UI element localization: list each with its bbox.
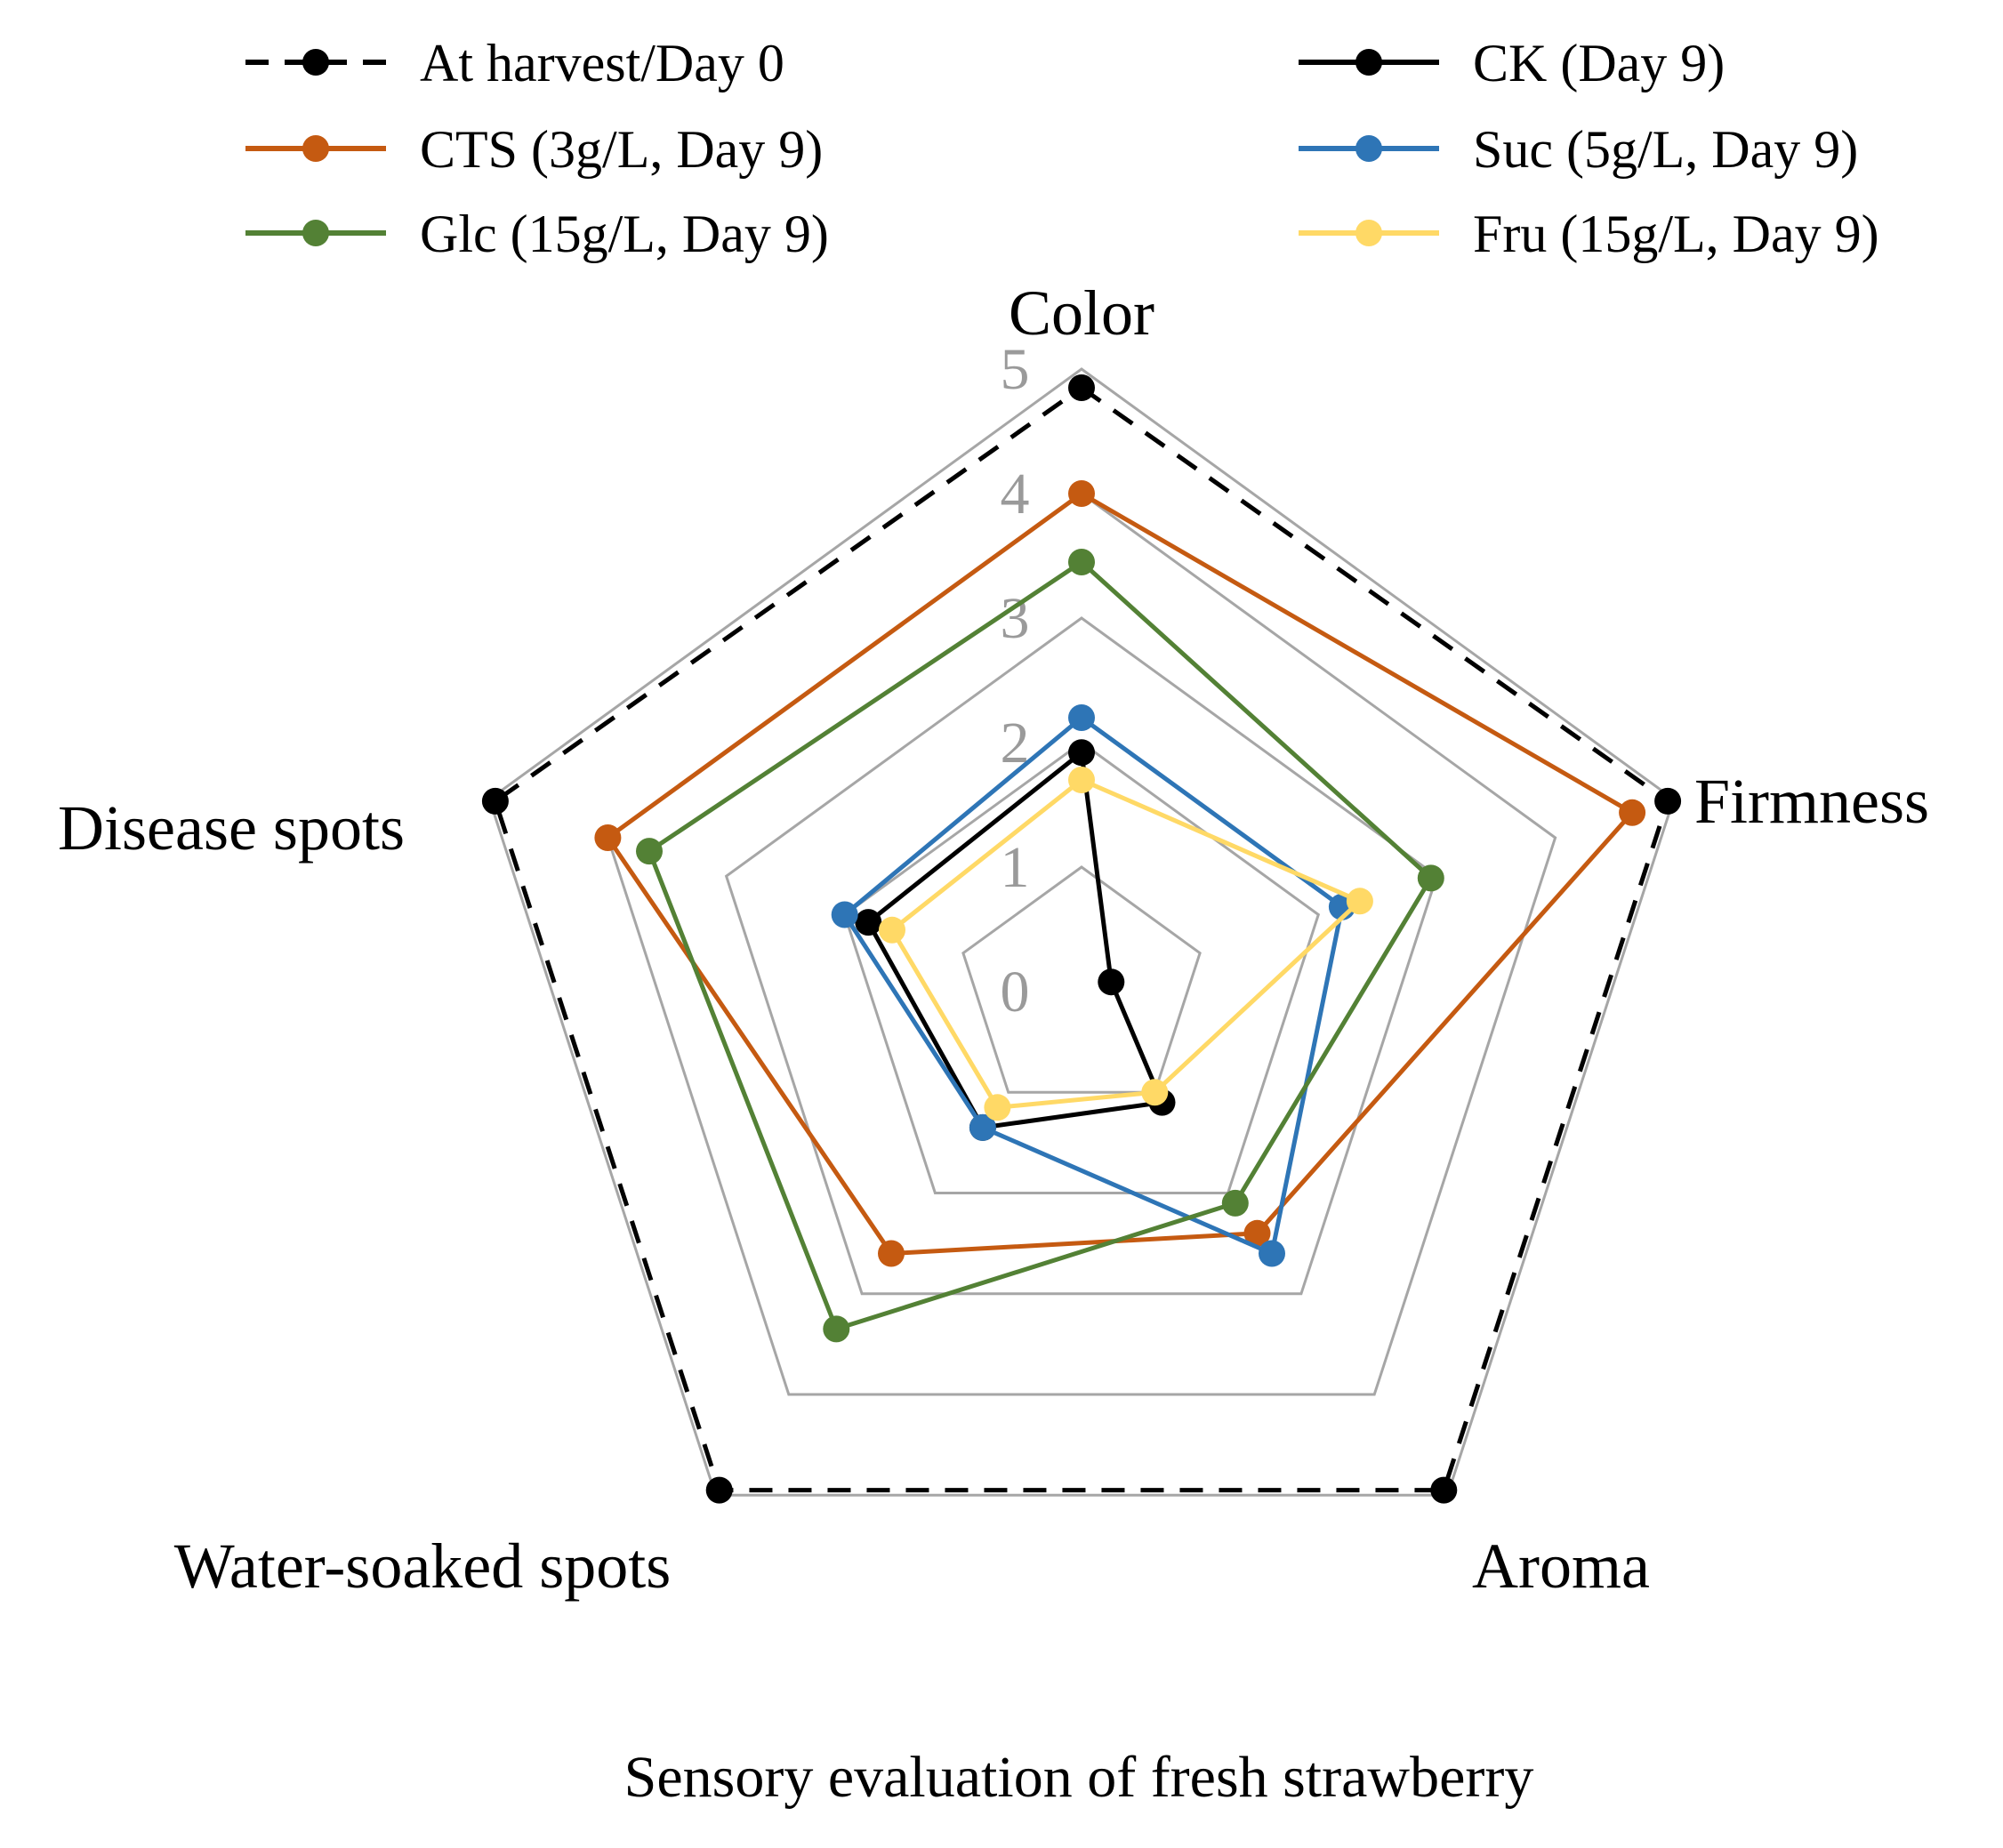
legend-label: CTS (3g/L, Day 9) [420, 120, 823, 179]
grid-ring-4 [606, 492, 1557, 1396]
tick-label-0: 0 [1001, 960, 1030, 1024]
series-group [481, 374, 1682, 1504]
series-cts-3g-l-day-9 [594, 480, 1646, 1267]
legend-item-ck-day-9: CK (Day 9) [1299, 34, 1725, 92]
point-at-harvest-day-0-water-soaked-spots [705, 1476, 733, 1504]
grid-ring-1 [961, 865, 1202, 1094]
point-at-harvest-day-0-aroma [1430, 1476, 1458, 1504]
legend: At harvest/Day 0 CK (Day 9) CTS (3g/L, Day… [245, 34, 1879, 263]
legend-swatch-marker [302, 135, 329, 162]
point-glc-15g-l-day-9-aroma [1221, 1189, 1249, 1217]
point-fru-15g-l-day-9-water-soaked-spots [984, 1094, 1011, 1121]
point-ck-day-9-disease-spots [855, 909, 882, 936]
axis-label-water-soaked-spots: Water-soaked spots [174, 1531, 672, 1602]
legend-label: CK (Day 9) [1473, 34, 1725, 92]
tick-label-4: 4 [1001, 462, 1030, 526]
axis-label-disease-spots: Disease spots [58, 792, 405, 864]
point-fru-15g-l-day-9-disease-spots [879, 916, 905, 944]
legend-label: Fru (15g/L, Day 9) [1473, 205, 1879, 263]
series-line-fru-15g-l-day-9 [889, 777, 1363, 1110]
legend-item-at-harvest-day-0: At harvest/Day 0 [245, 34, 784, 92]
series-line-glc-15g-l-day-9 [647, 559, 1434, 1331]
legend-swatch-marker [1355, 49, 1382, 76]
series-glc-15g-l-day-9 [636, 549, 1444, 1343]
legend-swatch-marker [1355, 135, 1382, 162]
point-ck-day-9-firmness [1098, 968, 1125, 996]
tick-label-5: 5 [1001, 337, 1030, 402]
point-cts-3g-l-day-9-aroma [1243, 1219, 1271, 1247]
axis-label-firmness: Firmness [1694, 766, 1929, 837]
point-cts-3g-l-day-9-color [1068, 480, 1095, 507]
legend-label: At harvest/Day 0 [420, 34, 784, 92]
point-glc-15g-l-day-9-disease-spots [636, 838, 663, 865]
point-suc-5g-l-day-9-disease-spots [831, 901, 858, 928]
legend-swatch-marker [302, 220, 329, 246]
point-cts-3g-l-day-9-firmness [1619, 799, 1646, 826]
legend-label: Glc (15g/L, Day 9) [420, 205, 829, 263]
point-cts-3g-l-day-9-disease-spots [594, 824, 622, 851]
series-line-at-harvest-day-0 [493, 385, 1670, 1493]
legend-item-cts-3g-l-day-9: CTS (3g/L, Day 9) [245, 120, 823, 179]
legend-label: Suc (5g/L, Day 9) [1473, 120, 1858, 179]
point-glc-15g-l-day-9-color [1068, 549, 1095, 575]
point-cts-3g-l-day-9-water-soaked-spots [878, 1240, 905, 1267]
legend-swatch-marker [1355, 220, 1382, 246]
point-fru-15g-l-day-9-color [1068, 767, 1095, 793]
grid-ring-3 [724, 616, 1439, 1296]
legend-item-fru-15g-l-day-9: Fru (15g/L, Day 9) [1299, 205, 1879, 263]
series-fru-15g-l-day-9 [879, 767, 1373, 1121]
point-at-harvest-day-0-firmness [1654, 787, 1682, 815]
legend-item-glc-15g-l-day-9: Glc (15g/L, Day 9) [245, 205, 829, 263]
axis-labels: Color Firmness Aroma Water-soaked spots Dise… [58, 277, 1929, 1602]
tick-label-1: 1 [1001, 835, 1030, 900]
point-suc-5g-l-day-9-water-soaked-spots [969, 1113, 996, 1141]
axis-label-color: Color [1009, 277, 1154, 349]
point-glc-15g-l-day-9-firmness [1417, 864, 1444, 892]
series-line-ck-day-9 [865, 750, 1164, 1130]
point-fru-15g-l-day-9-aroma [1141, 1079, 1169, 1106]
legend-item-suc-5g-l-day-9: Suc (5g/L, Day 9) [1299, 120, 1858, 179]
series-suc-5g-l-day-9 [831, 704, 1355, 1267]
point-suc-5g-l-day-9-color [1068, 704, 1095, 731]
point-fru-15g-l-day-9-firmness [1346, 888, 1373, 915]
point-at-harvest-day-0-disease-spots [481, 787, 509, 815]
axis-label-aroma: Aroma [1472, 1531, 1650, 1602]
point-suc-5g-l-day-9-aroma [1259, 1240, 1285, 1267]
legend-swatch-marker [302, 49, 329, 76]
series-at-harvest-day-0 [481, 374, 1682, 1504]
tick-label-3: 3 [1001, 586, 1030, 651]
grid-ring-5 [487, 367, 1676, 1497]
chart-title: Sensory evaluation of fresh strawberry [624, 1745, 1534, 1810]
point-glc-15g-l-day-9-water-soaked-spots [823, 1315, 850, 1343]
point-ck-day-9-color [1068, 739, 1095, 767]
point-at-harvest-day-0-color [1068, 374, 1095, 401]
grid-ring-2 [842, 741, 1321, 1194]
series-line-cts-3g-l-day-9 [605, 491, 1635, 1256]
